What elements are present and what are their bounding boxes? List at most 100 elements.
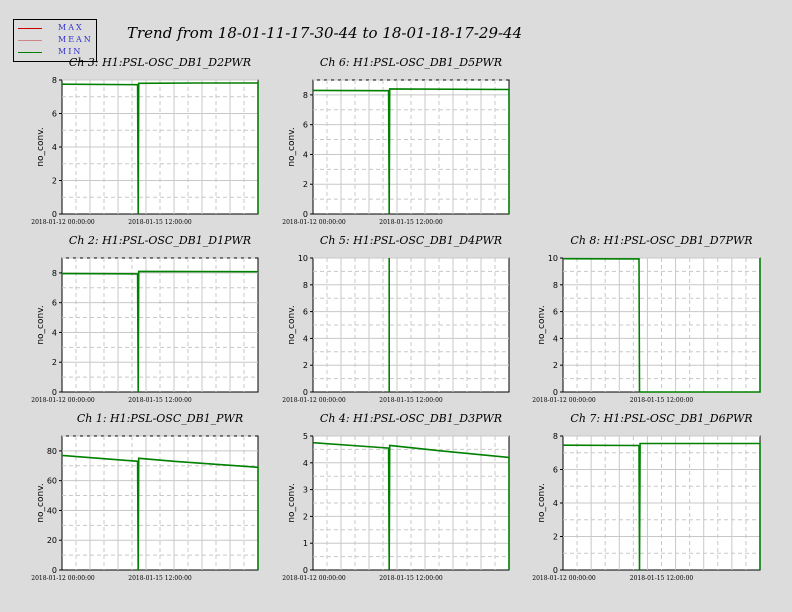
y-axis-label: no_conv. bbox=[287, 305, 297, 344]
y-tick-label: 6 bbox=[52, 110, 57, 119]
y-tick-label: 8 bbox=[52, 76, 57, 85]
x-tick-label: 2018-01-15 12:00:00 bbox=[128, 219, 192, 226]
y-tick-label: 60 bbox=[47, 477, 57, 486]
y-axis-label: no_conv. bbox=[537, 305, 547, 344]
x-tick-label: 2018-01-15 12:00:00 bbox=[630, 397, 694, 404]
y-tick-label: 4 bbox=[303, 150, 308, 159]
chart-3: Ch 2: H1:PSL-OSC_DB1_D1PWR no_conv. 0 2 4 6 8 2… bbox=[31, 234, 259, 404]
x-tick-label: 2018-01-12 00:00:00 bbox=[282, 575, 346, 582]
y-tick-label: 8 bbox=[303, 281, 308, 290]
y-tick-label: 6 bbox=[553, 466, 558, 475]
chart-2: Ch 6: H1:PSL-OSC_DB1_D5PWR no_conv. 0 2 4 6 8 2… bbox=[282, 56, 510, 226]
x-tick-label: 2018-01-12 00:00:00 bbox=[31, 397, 95, 404]
legend-box: MAX MEAN MIN bbox=[13, 19, 97, 62]
x-tick-label: 2018-01-12 00:00:00 bbox=[282, 397, 346, 404]
chart-title: Ch 7: H1:PSL-OSC_DB1_D6PWR bbox=[570, 412, 752, 425]
series-line bbox=[61, 82, 259, 215]
chart-4: Ch 5: H1:PSL-OSC_DB1_D4PWR no_conv. 0 2 4 6 8 1… bbox=[282, 234, 510, 404]
y-tick-label: 3 bbox=[303, 486, 308, 495]
y-tick-label: 0 bbox=[303, 566, 308, 575]
x-tick-label: 2018-01-12 00:00:00 bbox=[31, 575, 95, 582]
y-tick-label: 4 bbox=[553, 334, 558, 343]
chart-title: Ch 4: H1:PSL-OSC_DB1_D3PWR bbox=[320, 412, 502, 425]
page-title: Trend from 18-01-11-17-30-44 to 18-01-18… bbox=[127, 24, 523, 42]
y-tick-label: 6 bbox=[52, 299, 57, 308]
chart-6: Ch 1: H1:PSL-OSC_DB1_PWR no_conv. 0 20 40 60 8… bbox=[31, 412, 259, 582]
chart-1: Ch 3: H1:PSL-OSC_DB1_D2PWR no_conv. 0 2 4 6 8 2… bbox=[31, 56, 259, 226]
y-tick-label: 4 bbox=[553, 499, 558, 508]
y-tick-label: 0 bbox=[553, 388, 558, 397]
x-tick-label: 2018-01-12 00:00:00 bbox=[532, 575, 596, 582]
legend-label-min: MIN bbox=[58, 47, 83, 56]
x-tick-label: 2018-01-12 00:00:00 bbox=[282, 219, 346, 226]
y-tick-label: 10 bbox=[548, 254, 558, 263]
x-tick-label: 2018-01-15 12:00:00 bbox=[630, 575, 694, 582]
y-tick-label: 80 bbox=[47, 447, 57, 456]
y-tick-label: 0 bbox=[52, 566, 57, 575]
series-line bbox=[562, 257, 761, 393]
x-tick-label: 2018-01-12 00:00:00 bbox=[31, 219, 95, 226]
y-tick-label: 8 bbox=[52, 269, 57, 278]
y-tick-label: 6 bbox=[303, 121, 308, 130]
y-axis-label: no_conv. bbox=[36, 127, 46, 166]
y-tick-label: 2 bbox=[303, 180, 308, 189]
legend-swatch-min bbox=[18, 52, 42, 53]
y-tick-label: 2 bbox=[553, 361, 558, 370]
y-tick-label: 4 bbox=[52, 143, 57, 152]
chart-5: Ch 8: H1:PSL-OSC_DB1_D7PWR no_conv. 0 2 4 6 8 1… bbox=[532, 234, 761, 404]
chart-title: Ch 5: H1:PSL-OSC_DB1_D4PWR bbox=[320, 234, 502, 247]
series-line bbox=[61, 270, 259, 393]
y-tick-label: 2 bbox=[303, 512, 308, 521]
series-line bbox=[562, 442, 761, 571]
y-tick-label: 40 bbox=[47, 506, 57, 515]
x-tick-label: 2018-01-15 12:00:00 bbox=[379, 219, 443, 226]
y-tick-label: 4 bbox=[303, 334, 308, 343]
y-axis-label: no_conv. bbox=[287, 127, 297, 166]
legend-item-mean: MEAN bbox=[18, 35, 94, 45]
legend-swatch-max bbox=[18, 28, 42, 29]
y-tick-label: 0 bbox=[303, 210, 308, 219]
y-tick-label: 2 bbox=[553, 533, 558, 542]
y-axis-label: no_conv. bbox=[36, 305, 46, 344]
y-tick-label: 8 bbox=[553, 432, 558, 441]
y-tick-label: 8 bbox=[553, 281, 558, 290]
y-tick-label: 2 bbox=[52, 177, 57, 186]
series-line bbox=[61, 454, 259, 571]
legend-label-mean: MEAN bbox=[58, 35, 93, 44]
y-tick-label: 2 bbox=[52, 358, 57, 367]
y-tick-label: 0 bbox=[52, 388, 57, 397]
y-tick-label: 1 bbox=[303, 539, 308, 548]
y-tick-label: 5 bbox=[303, 432, 308, 441]
chart-title: Ch 3: H1:PSL-OSC_DB1_D2PWR bbox=[69, 56, 251, 69]
legend-label-max: MAX bbox=[58, 23, 84, 32]
y-tick-label: 6 bbox=[553, 308, 558, 317]
legend-item-min: MIN bbox=[18, 47, 94, 57]
y-tick-label: 0 bbox=[303, 388, 308, 397]
y-axis-label: no_conv. bbox=[287, 483, 297, 522]
y-axis-label: no_conv. bbox=[537, 483, 547, 522]
y-tick-label: 0 bbox=[52, 210, 57, 219]
y-tick-label: 4 bbox=[52, 328, 57, 337]
chart-7: Ch 4: H1:PSL-OSC_DB1_D3PWR no_conv. 0 1 2 3 4 5… bbox=[282, 412, 510, 582]
x-tick-label: 2018-01-15 12:00:00 bbox=[128, 575, 192, 582]
x-tick-label: 2018-01-15 12:00:00 bbox=[128, 397, 192, 404]
y-axis-label: no_conv. bbox=[36, 483, 46, 522]
chart-title: Ch 2: H1:PSL-OSC_DB1_D1PWR bbox=[69, 234, 251, 247]
y-tick-label: 4 bbox=[303, 459, 308, 468]
chart-title: Ch 6: H1:PSL-OSC_DB1_D5PWR bbox=[320, 56, 502, 69]
series-line bbox=[312, 88, 510, 215]
legend-item-max: MAX bbox=[18, 23, 94, 33]
series-line bbox=[312, 441, 510, 571]
x-tick-label: 2018-01-15 12:00:00 bbox=[379, 575, 443, 582]
y-tick-label: 2 bbox=[303, 361, 308, 370]
y-tick-label: 10 bbox=[298, 254, 308, 263]
y-tick-label: 20 bbox=[47, 536, 57, 545]
x-tick-label: 2018-01-12 00:00:00 bbox=[532, 397, 596, 404]
y-tick-label: 0 bbox=[553, 566, 558, 575]
y-tick-label: 8 bbox=[303, 91, 308, 100]
y-tick-label: 6 bbox=[303, 308, 308, 317]
chart-8: Ch 7: H1:PSL-OSC_DB1_D6PWR no_conv. 0 2 4 6 8 2… bbox=[532, 412, 761, 582]
legend-swatch-mean bbox=[18, 40, 42, 41]
chart-title: Ch 1: H1:PSL-OSC_DB1_PWR bbox=[77, 412, 243, 425]
